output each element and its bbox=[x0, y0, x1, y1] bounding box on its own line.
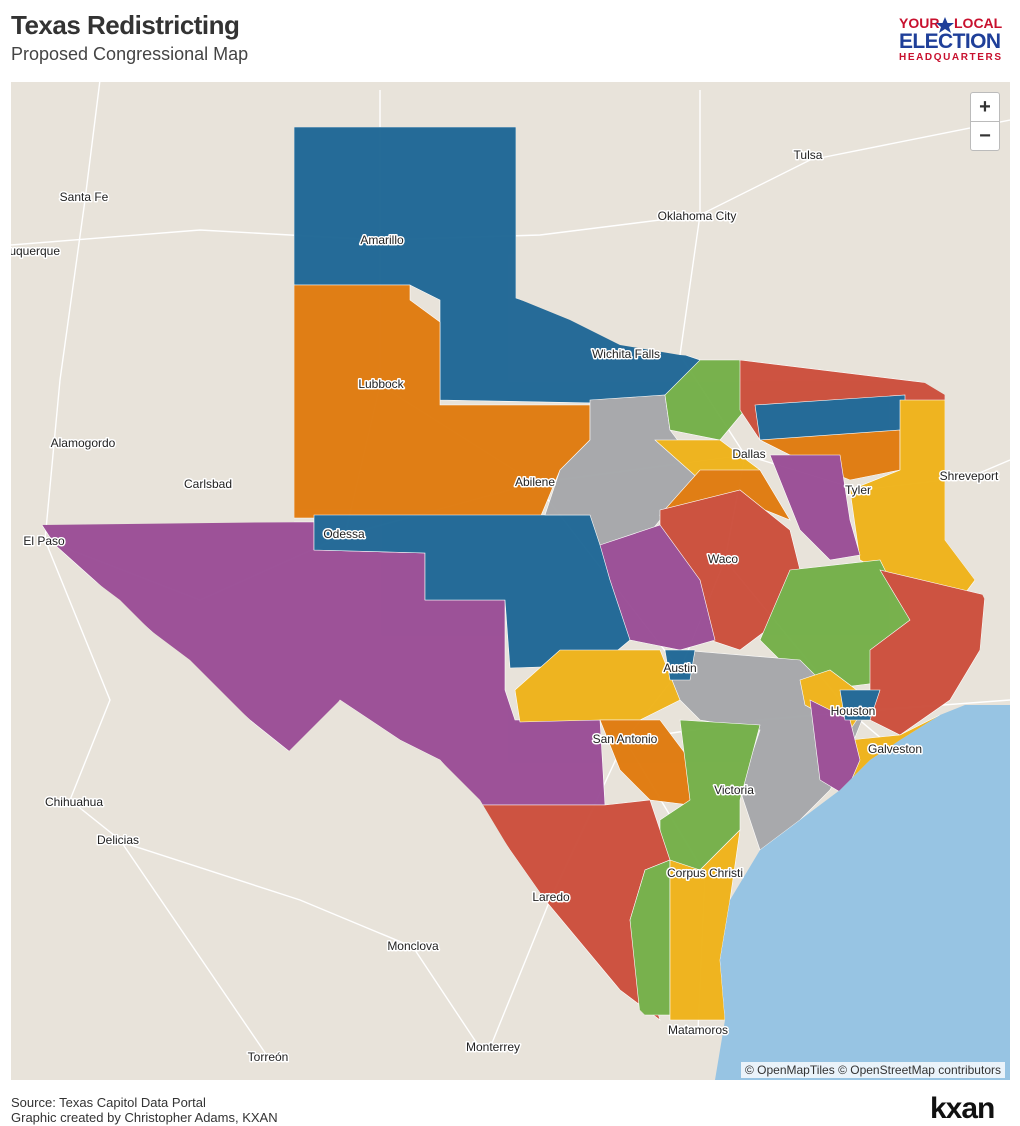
district bbox=[769, 454, 861, 561]
district bbox=[669, 829, 741, 1021]
logo-text: ELECTION bbox=[899, 30, 1001, 53]
attribution[interactable]: © OpenMapTiles © OpenStreetMap contribut… bbox=[740, 1062, 1005, 1078]
map-canvas: Santa Fe Albuquerque Amarillo Oklahoma C… bbox=[11, 82, 1010, 1080]
logo-text: YOUR bbox=[899, 15, 939, 31]
city-label: Albuquerque bbox=[11, 244, 60, 258]
city-label: Torreón bbox=[248, 1050, 289, 1064]
city-label: Lubbock bbox=[358, 377, 404, 391]
city-label: Amarillo bbox=[360, 233, 404, 247]
districts bbox=[40, 127, 985, 1021]
city-label: Wichita Falls bbox=[592, 347, 660, 361]
city-label: Odessa bbox=[323, 527, 365, 541]
district bbox=[629, 859, 671, 1016]
district bbox=[599, 524, 716, 651]
city-label: Alamogordo bbox=[51, 436, 116, 450]
subtitle: Proposed Congressional Map bbox=[11, 44, 249, 64]
district bbox=[809, 699, 861, 796]
city-label: Monterrey bbox=[466, 1040, 520, 1054]
city-label: Austin bbox=[663, 661, 696, 675]
logo: YOUR LOCAL ELECTION HEADQUARTERS bbox=[899, 15, 1003, 63]
city-label: Houston bbox=[831, 704, 876, 718]
city-label: Dallas bbox=[732, 447, 765, 461]
city-labels: Santa Fe Albuquerque Amarillo Oklahoma C… bbox=[11, 147, 1001, 1066]
city-label: Carlsbad bbox=[184, 477, 232, 491]
city-label: San Antonio bbox=[593, 732, 658, 746]
logo-text: LOCAL bbox=[954, 15, 1003, 31]
city-label: Shreveport bbox=[940, 469, 999, 483]
credit-note: Graphic created by Christopher Adams, KX… bbox=[11, 1110, 278, 1125]
city-label: Waco bbox=[708, 552, 739, 566]
city-label: El Paso bbox=[23, 534, 65, 548]
source-note: Source: Texas Capitol Data Portal bbox=[11, 1095, 206, 1110]
city-label: Matamoros bbox=[668, 1023, 728, 1037]
city-label: Santa Fe bbox=[60, 190, 109, 204]
city-label: Oklahoma City bbox=[658, 209, 737, 223]
city-label: Laredo bbox=[532, 890, 570, 904]
logo-text: HEADQUARTERS bbox=[899, 52, 1001, 63]
district bbox=[514, 649, 681, 723]
city-label: Chihuahua bbox=[45, 795, 103, 809]
title: Texas Redistricting bbox=[11, 10, 240, 40]
district bbox=[664, 649, 696, 681]
city-label: Corpus Christi bbox=[667, 866, 743, 880]
gulf-of-mexico bbox=[715, 705, 1010, 1080]
zoom-in-button[interactable]: + bbox=[970, 92, 1000, 122]
map[interactable]: Santa Fe Albuquerque Amarillo Oklahoma C… bbox=[11, 82, 1010, 1080]
district bbox=[839, 689, 881, 721]
city-label: Victoria bbox=[714, 783, 754, 797]
zoom-out-button[interactable]: − bbox=[970, 121, 1000, 151]
city-label: Delicias bbox=[97, 833, 139, 847]
city-label: Tulsa bbox=[794, 148, 823, 162]
city-label: Monclova bbox=[387, 939, 439, 953]
logo-star bbox=[936, 17, 954, 33]
city-label: Tyler bbox=[845, 483, 871, 497]
city-label: Galveston bbox=[868, 742, 922, 756]
city-label: Abilene bbox=[515, 475, 555, 489]
brand-logo: kxan bbox=[930, 1092, 995, 1125]
